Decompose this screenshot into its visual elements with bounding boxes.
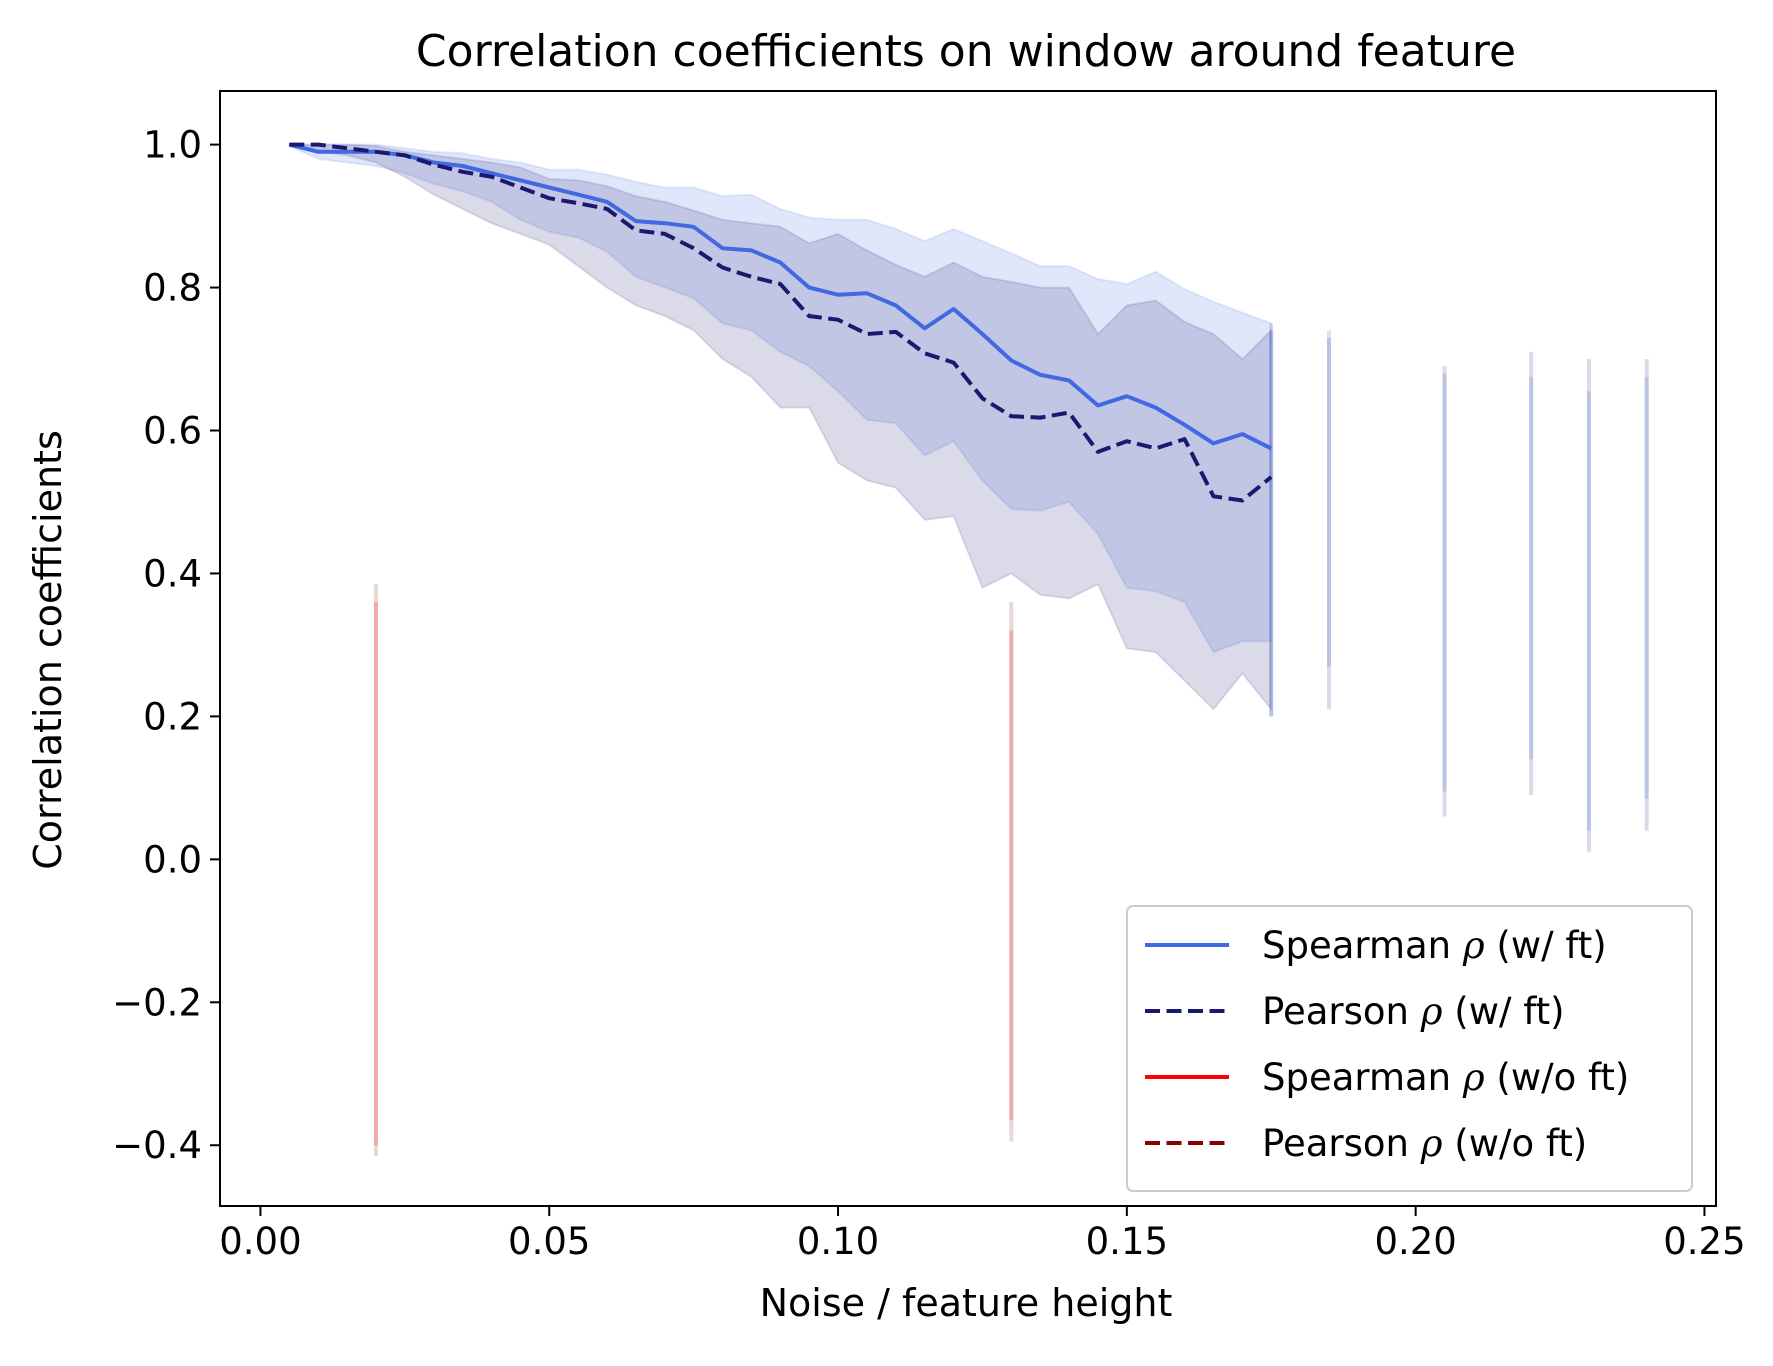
y-tick-label: −0.2 [112,981,202,1024]
legend-box [1126,905,1693,1192]
series-line-1 [288,142,1273,451]
y-tick-label: 0.0 [143,838,202,881]
y-tick-label: 0.8 [143,267,202,310]
legend-label-3: Spearman ρ (w/o ft) [1262,1056,1629,1099]
legend-label-2: Pearson ρ (w/ ft) [1262,990,1565,1033]
x-tick-label: 0.10 [797,1220,879,1263]
confidence-band-1 [288,143,1273,654]
confidence-band-2 [289,143,1273,713]
legend-label-4: Pearson ρ (w/o ft) [1262,1122,1587,1165]
x-tick-label: 0.00 [219,1220,301,1263]
x-tick-label: 0.05 [508,1220,590,1263]
y-axis-title: Correlation coefficients [26,430,70,870]
chart-title: Correlation coefficients on window aroun… [416,26,1516,77]
y-tick-label: −0.4 [112,1124,202,1167]
legend-label-1: Spearman ρ (w/ ft) [1262,924,1607,967]
series-line-2 [289,142,1273,503]
x-axis-title: Noise / feature height [760,1281,1173,1325]
y-tick-label: 0.4 [143,552,202,595]
axes-frame [219,90,1717,1207]
axes: 0.00 0.05 0.10 0.15 0.20 0.25 −0.4 −0.2 0.0 0.2 0.… [112,90,1746,1263]
y-tick-label: 1.0 [143,124,202,167]
y-tick-label: 0.6 [143,410,202,453]
x-tick-label: 0.20 [1374,1220,1456,1263]
legend: Spearman ρ (w/ ft) Pearson ρ (w/ ft) Spear… [1126,905,1693,1192]
plot-area [288,142,1649,1156]
y-tick-label: 0.2 [143,695,202,738]
x-tick-label: 0.15 [1086,1220,1168,1263]
x-tick-label: 0.25 [1663,1220,1745,1263]
